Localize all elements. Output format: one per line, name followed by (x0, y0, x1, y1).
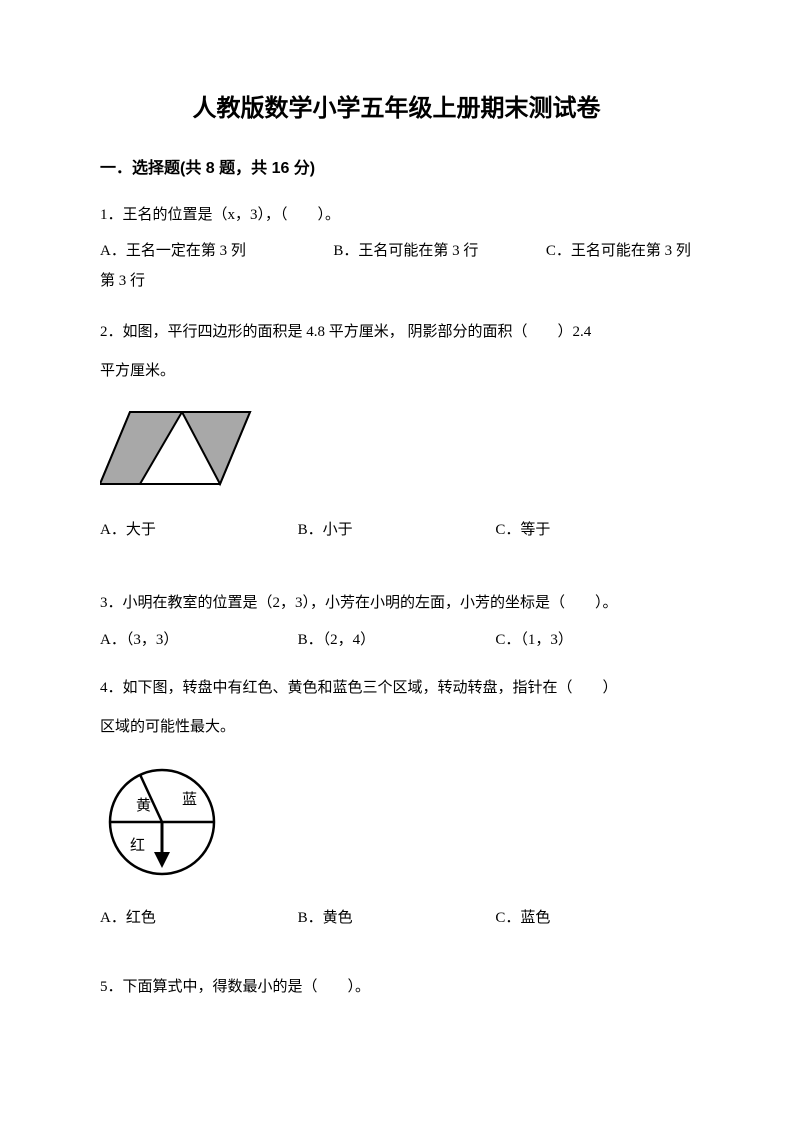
q3-opt-b: B．（2，4） (298, 628, 496, 652)
question-2: 2．如图，平行四边形的面积是 4.8 平方厘米， 阴影部分的面积（ ）2.4 平… (100, 314, 693, 542)
q5-text: 5．下面算式中，得数最小的是（ ）。 (100, 972, 693, 1002)
q4-text-line1: 4．如下图，转盘中有红色、黄色和蓝色三个区域，转动转盘，指针在（ ） (100, 670, 693, 706)
q1-text: 1．王名的位置是（x，3），（ ）。 (100, 200, 693, 230)
q4-opt-c: C．蓝色 (495, 906, 693, 930)
q3-opt-c: C．（1，3） (495, 628, 693, 652)
q4-opt-a: A．红色 (100, 906, 298, 930)
label-blue: 蓝 (182, 791, 197, 808)
q2-opt-b: B．小于 (298, 518, 496, 542)
label-yellow: 黄 (136, 797, 151, 814)
q4-opt-b: B．黄色 (298, 906, 496, 930)
q4-figure: 蓝 黄 红 (100, 760, 693, 884)
q2-opt-c: C．等于 (495, 518, 693, 542)
q2-figure (100, 404, 693, 496)
q1-opt-a: A．王名一定在第 3 列 (100, 243, 246, 259)
question-4: 4．如下图，转盘中有红色、黄色和蓝色三个区域，转动转盘，指针在（ ） 区域的可能… (100, 670, 693, 930)
q3-options: A．（3，3） B．（2，4） C．（1，3） (100, 628, 693, 652)
question-3: 3．小明在教室的位置是（2，3），小芳在小明的左面，小芳的坐标是（ ）。 A．（… (100, 588, 693, 652)
q2-text-line2: 平方厘米。 (100, 356, 693, 386)
question-5: 5．下面算式中，得数最小的是（ ）。 (100, 972, 693, 1002)
label-red: 红 (130, 837, 145, 854)
q1-opt-b: B．王名可能在第 3 行 (333, 243, 478, 259)
q4-options: A．红色 B．黄色 C．蓝色 (100, 906, 693, 930)
question-1: 1．王名的位置是（x，3），（ ）。 A．王名一定在第 3 列 B．王名可能在第… (100, 200, 693, 296)
parallelogram-icon (100, 404, 260, 496)
q2-text-line1: 2．如图，平行四边形的面积是 4.8 平方厘米， 阴影部分的面积（ ）2.4 (100, 314, 693, 350)
section-header: 一．选择题(共 8 题，共 16 分) (100, 156, 693, 182)
q3-text: 3．小明在教室的位置是（2，3），小芳在小明的左面，小芳的坐标是（ ）。 (100, 588, 693, 618)
spinner-icon: 蓝 黄 红 (100, 760, 224, 884)
q4-text-line2: 区域的可能性最大。 (100, 712, 693, 742)
q1-options: A．王名一定在第 3 列 B．王名可能在第 3 行 C．王名可能在第 3 列第 … (100, 236, 693, 296)
q2-opt-a: A．大于 (100, 518, 298, 542)
page-title: 人教版数学小学五年级上册期末测试卷 (100, 90, 693, 128)
q3-opt-a: A．（3，3） (100, 628, 298, 652)
q2-options: A．大于 B．小于 C．等于 (100, 518, 693, 542)
